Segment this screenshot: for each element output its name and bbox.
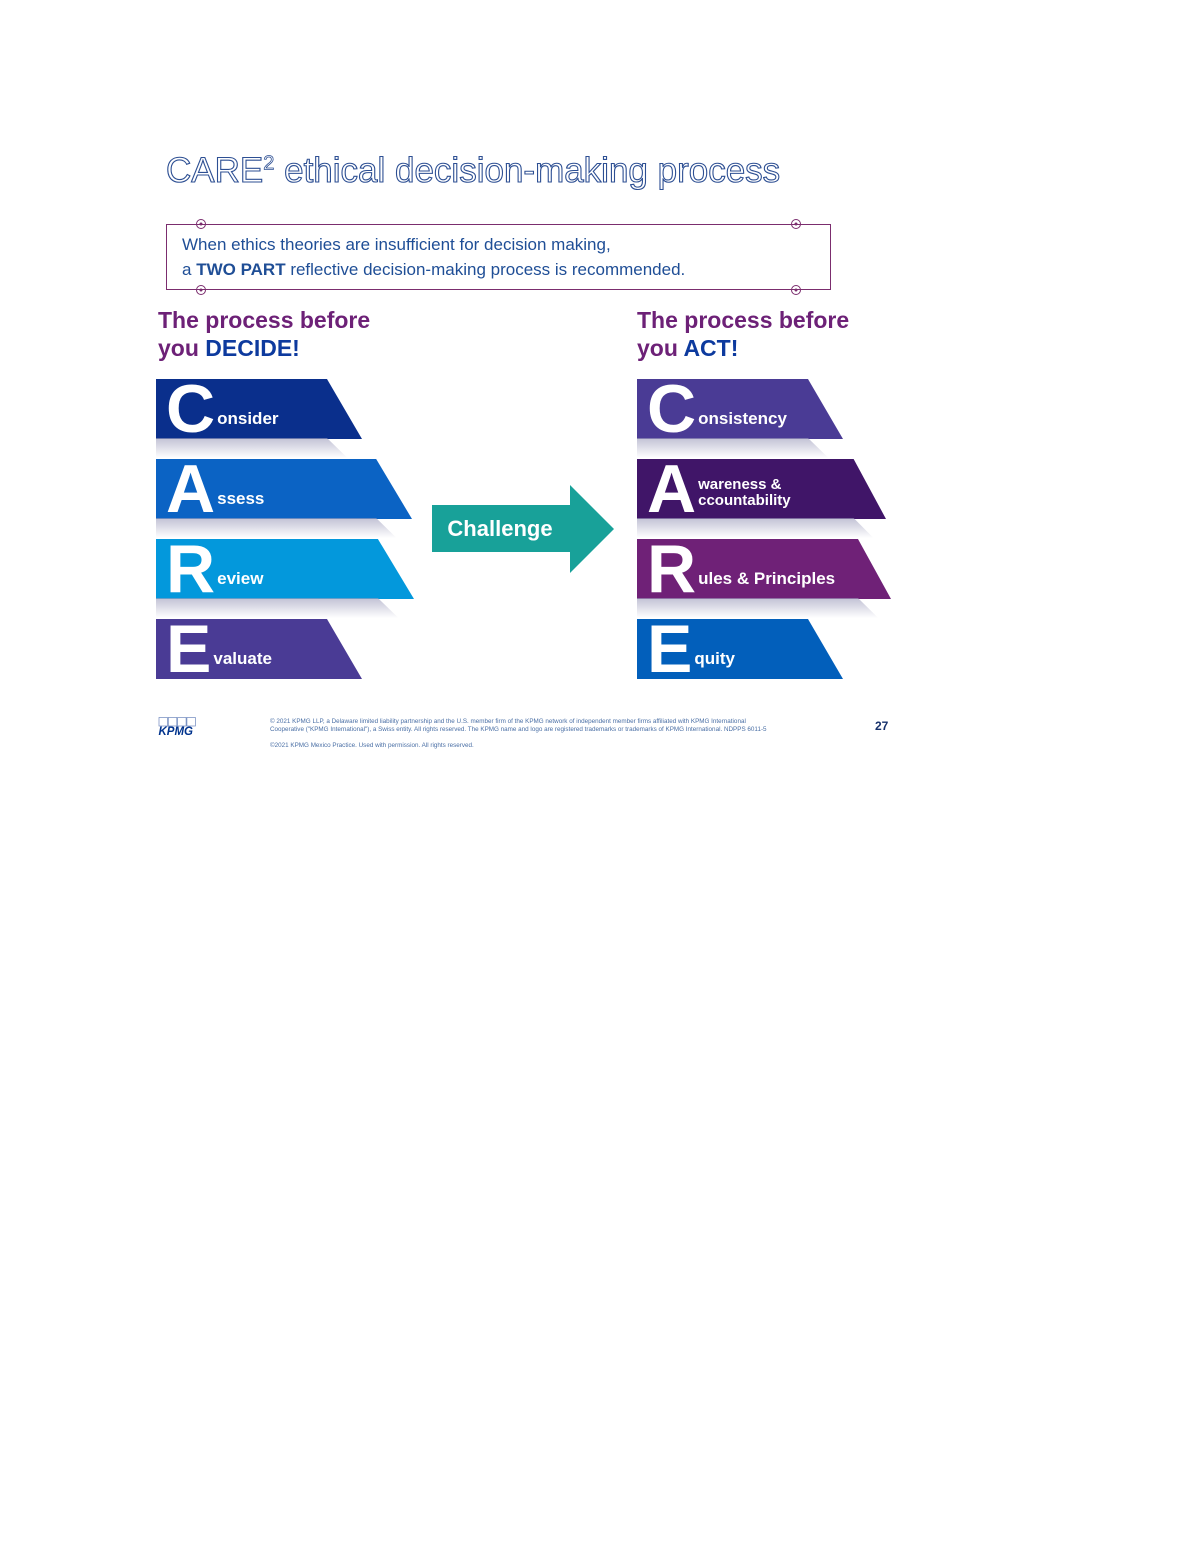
svg-text:KPMG: KPMG bbox=[159, 726, 194, 736]
